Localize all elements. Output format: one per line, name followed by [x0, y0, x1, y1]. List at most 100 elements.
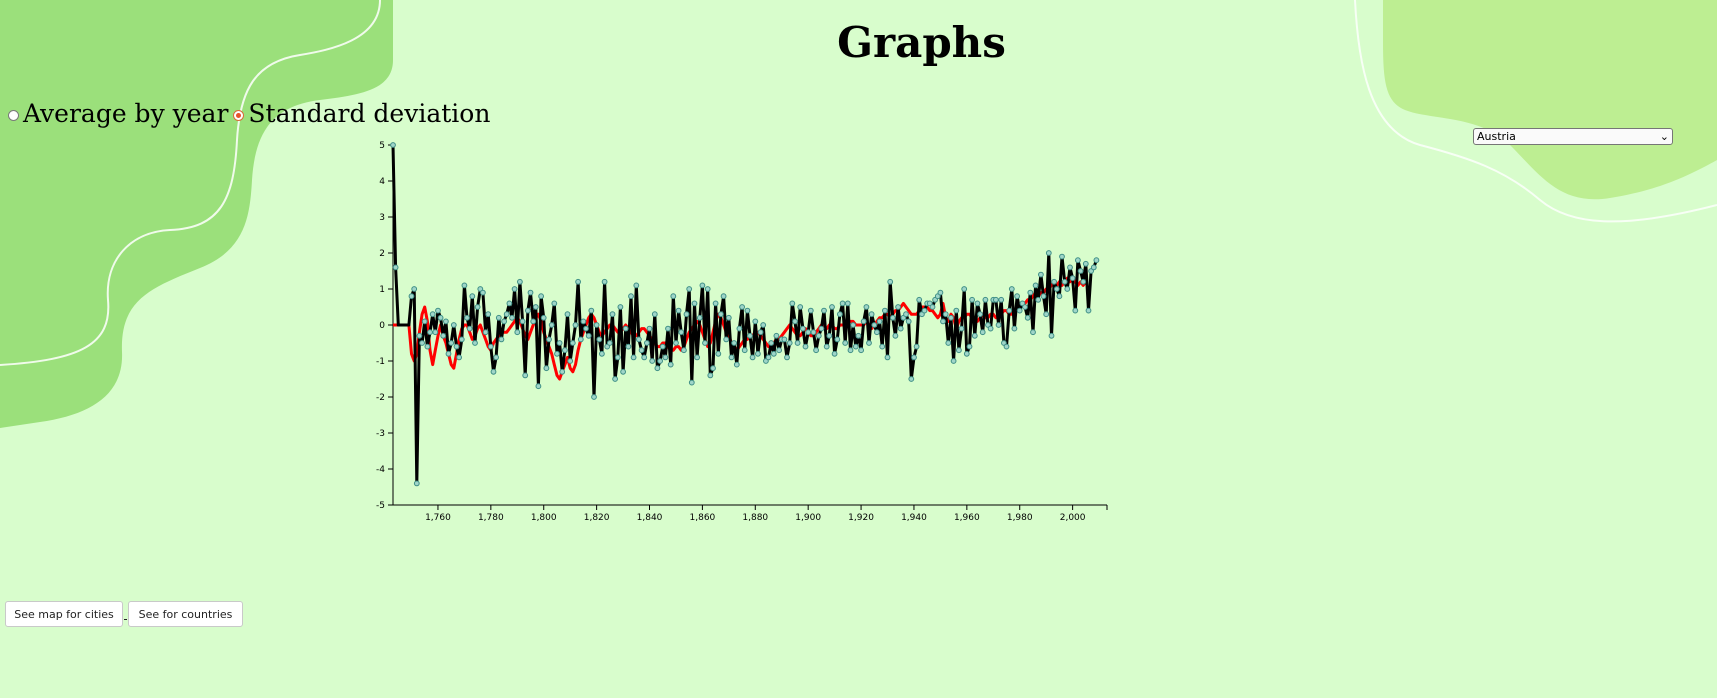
- data-point: [435, 307, 441, 314]
- data-point: [617, 304, 624, 310]
- see-map-for-cities-button[interactable]: See map for cities: [5, 601, 123, 627]
- data-point: [1056, 293, 1063, 300]
- data-point: [1027, 289, 1034, 296]
- data-point: [718, 311, 724, 318]
- data-point: [503, 311, 510, 318]
- radio-standard-deviation[interactable]: [233, 110, 245, 121]
- data-point: [749, 354, 756, 361]
- data-point: [572, 322, 579, 328]
- data-point: [556, 340, 563, 346]
- data-point: [591, 394, 597, 400]
- x-tick-label: 1,780: [478, 513, 504, 523]
- data-point: [868, 311, 875, 318]
- data-point: [794, 340, 801, 346]
- data-point: [421, 318, 428, 325]
- radio-average-by-year-label[interactable]: Average by year: [23, 99, 229, 128]
- data-point: [450, 322, 457, 328]
- data-point: [1072, 307, 1079, 314]
- see-for-countries-button[interactable]: See for countries: [128, 601, 243, 627]
- data-point: [1077, 268, 1084, 274]
- data-point: [577, 336, 584, 343]
- data-point: [942, 311, 949, 318]
- data-point: [863, 304, 870, 310]
- data-point: [993, 296, 999, 303]
- y-tick-label: 1: [379, 285, 385, 295]
- radio-standard-deviation-label[interactable]: Standard deviation: [248, 99, 491, 128]
- y-tick-label: 0: [379, 321, 385, 331]
- data-point: [1038, 271, 1044, 278]
- data-point: [710, 365, 716, 372]
- data-point: [464, 314, 470, 321]
- x-tick-label: 1,860: [690, 513, 716, 523]
- data-point: [651, 311, 658, 318]
- data-point: [482, 329, 489, 336]
- data-point: [1061, 278, 1068, 285]
- data-point: [580, 318, 587, 325]
- data-point: [628, 293, 634, 300]
- data-point: [440, 332, 447, 339]
- mode-radio-group: Average by year Standard deviation: [8, 99, 495, 128]
- data-point: [532, 304, 539, 310]
- data-point: [770, 350, 777, 357]
- data-point: [630, 354, 637, 361]
- data-point: [948, 314, 954, 321]
- data-point: [731, 340, 738, 346]
- data-point: [813, 347, 820, 354]
- data-point: [495, 314, 502, 321]
- background-blob-left: [0, 0, 393, 428]
- data-point: [575, 278, 582, 285]
- data-point: [879, 343, 886, 350]
- data-point: [802, 343, 809, 350]
- data-point: [747, 332, 753, 339]
- y-tick-label: -3: [376, 429, 385, 439]
- y-tick-label: 2: [379, 249, 385, 259]
- data-point: [612, 376, 619, 382]
- data-point: [466, 325, 473, 332]
- data-point: [1032, 282, 1039, 289]
- data-point: [908, 376, 915, 382]
- data-point: [649, 358, 656, 364]
- y-tick-label: 3: [379, 213, 385, 223]
- radio-average-by-year[interactable]: [8, 110, 19, 121]
- data-point: [620, 368, 627, 375]
- data-point: [905, 318, 912, 325]
- data-point: [517, 278, 523, 285]
- data-point: [456, 354, 462, 361]
- data-point: [1045, 250, 1052, 256]
- data-point: [1030, 329, 1036, 336]
- data-point: [995, 322, 1002, 328]
- data-point: [427, 329, 433, 336]
- y-axis: -5 -4 -3 -2 -1 0 1 2 3 4 5: [376, 141, 394, 511]
- x-axis: 1,760 1,780 1,800 1,820 1,840 1,860 1,880 1,900…: [393, 504, 1108, 523]
- data-point: [728, 354, 735, 361]
- data-point: [654, 365, 661, 372]
- data-point: [662, 354, 669, 361]
- data-point: [805, 329, 812, 336]
- data-point: [977, 311, 983, 318]
- y-tick-label: -4: [376, 465, 385, 475]
- data-point: [723, 336, 730, 343]
- data-point: [858, 347, 865, 354]
- data-point: [903, 311, 909, 318]
- data-point: [1093, 257, 1100, 264]
- data-point: [659, 343, 666, 350]
- country-select-value: Austria: [1477, 130, 1516, 143]
- data-point: [823, 343, 830, 350]
- data-point: [860, 318, 867, 325]
- data-point: [773, 332, 780, 339]
- data-point: [498, 336, 505, 343]
- chevron-down-icon: ⌄: [1659, 130, 1669, 143]
- x-tick-label: 1,900: [795, 513, 821, 523]
- data-point: [998, 296, 1005, 303]
- y-tick-label: -1: [376, 357, 385, 367]
- data-point: [897, 325, 904, 332]
- data-point: [535, 383, 542, 390]
- data-point: [784, 354, 790, 361]
- data-point: [472, 340, 478, 346]
- data-point: [953, 307, 960, 314]
- data-point: [429, 311, 436, 318]
- country-select[interactable]: Austria ⌄: [1473, 128, 1673, 145]
- series-black-path: [391, 144, 1098, 485]
- data-point: [739, 304, 746, 310]
- data-point: [453, 343, 460, 350]
